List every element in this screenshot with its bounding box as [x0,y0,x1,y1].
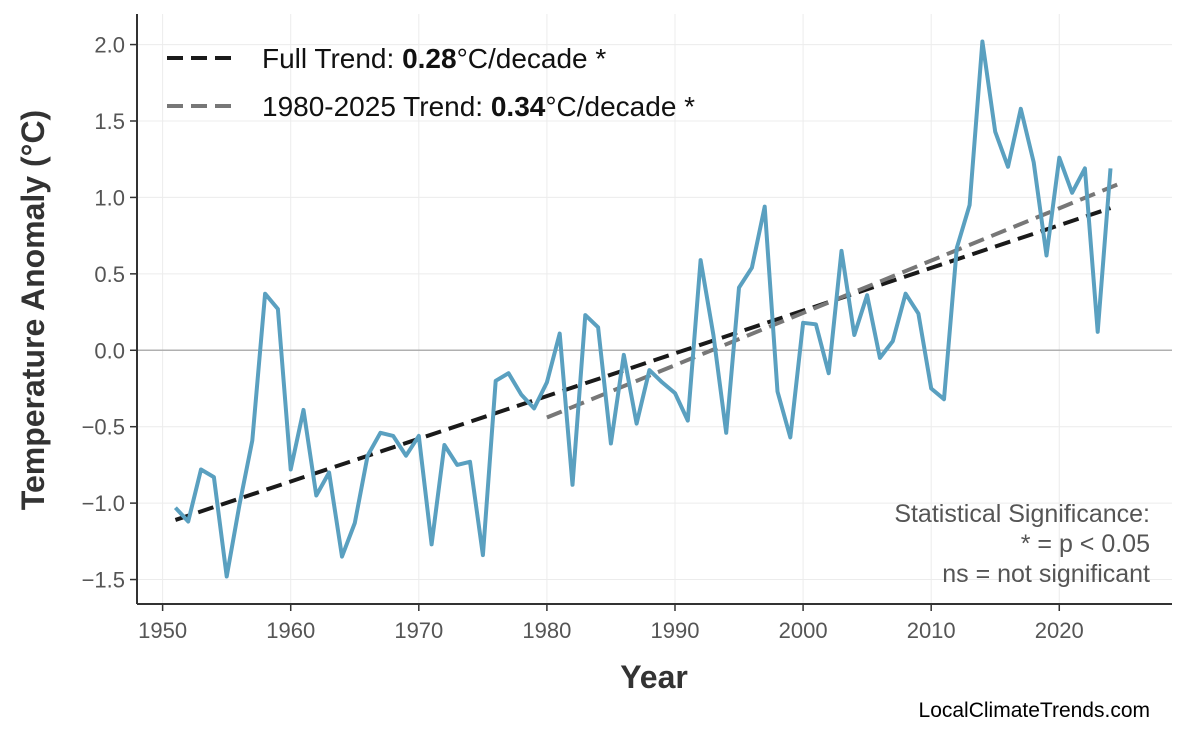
watermark: LocalClimateTrends.com [919,699,1150,722]
legend: Full Trend: 0.28°C/decade * 1980-2025 Tre… [167,43,695,122]
legend-entry: Full Trend: 0.28°C/decade * [262,43,606,74]
x-tick-label: 1990 [651,618,700,643]
trend-lines [174,180,1125,522]
ticks: 1950 1960 1970 1980 1990 2000 2010 2020 −1.5 −1.0… [82,33,1084,643]
x-tick-label: 2000 [779,618,828,643]
y-tick-label: −1.0 [82,491,125,516]
y-tick-label: 1.0 [94,185,125,210]
recent-trend-line [546,180,1125,420]
annotation-line: ns = not significant [942,560,1150,588]
x-tick-label: 1970 [394,618,443,643]
x-axis-label: Year [620,659,688,695]
x-tick-label: 1950 [138,618,187,643]
full-trend-line [174,206,1112,522]
x-tick-label: 1960 [266,618,315,643]
annotation-line: * = p < 0.05 [1021,530,1150,558]
y-tick-label: 1.5 [94,109,125,134]
y-tick-label: −0.5 [82,415,125,440]
series-line [173,39,1113,579]
axes [136,14,1172,605]
y-tick-label: 0.5 [94,262,125,287]
x-tick-label: 2010 [907,618,956,643]
y-tick-label: 0.0 [94,338,125,363]
legend-entry: 1980-2025 Trend: 0.34°C/decade * [262,91,695,122]
y-axis-label: Temperature Anomaly (°C) [15,110,51,510]
significance-annotation: Statistical Significance:* = p < 0.05ns … [894,500,1150,588]
x-tick-label: 1980 [522,618,571,643]
y-tick-label: 2.0 [94,33,125,58]
y-tick-label: −1.5 [82,568,125,593]
annotation-line: Statistical Significance: [894,500,1150,528]
x-tick-label: 2020 [1035,618,1084,643]
